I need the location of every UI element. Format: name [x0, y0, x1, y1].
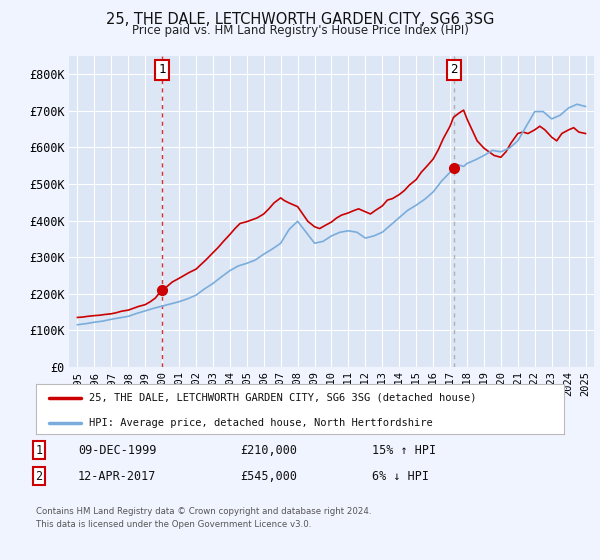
- Text: HPI: Average price, detached house, North Hertfordshire: HPI: Average price, detached house, Nort…: [89, 418, 433, 428]
- Text: 15% ↑ HPI: 15% ↑ HPI: [372, 444, 436, 457]
- Text: 09-DEC-1999: 09-DEC-1999: [78, 444, 157, 457]
- Text: 2: 2: [35, 469, 43, 483]
- Text: Price paid vs. HM Land Registry's House Price Index (HPI): Price paid vs. HM Land Registry's House …: [131, 24, 469, 36]
- Text: Contains HM Land Registry data © Crown copyright and database right 2024.: Contains HM Land Registry data © Crown c…: [36, 507, 371, 516]
- Text: 1: 1: [158, 63, 166, 77]
- Text: This data is licensed under the Open Government Licence v3.0.: This data is licensed under the Open Gov…: [36, 520, 311, 529]
- Text: £210,000: £210,000: [240, 444, 297, 457]
- Text: 25, THE DALE, LETCHWORTH GARDEN CITY, SG6 3SG: 25, THE DALE, LETCHWORTH GARDEN CITY, SG…: [106, 12, 494, 27]
- Text: 1: 1: [35, 444, 43, 457]
- Text: 25, THE DALE, LETCHWORTH GARDEN CITY, SG6 3SG (detached house): 25, THE DALE, LETCHWORTH GARDEN CITY, SG…: [89, 393, 476, 403]
- Text: 2: 2: [451, 63, 458, 77]
- Text: 6% ↓ HPI: 6% ↓ HPI: [372, 469, 429, 483]
- Text: 12-APR-2017: 12-APR-2017: [78, 469, 157, 483]
- Text: £545,000: £545,000: [240, 469, 297, 483]
